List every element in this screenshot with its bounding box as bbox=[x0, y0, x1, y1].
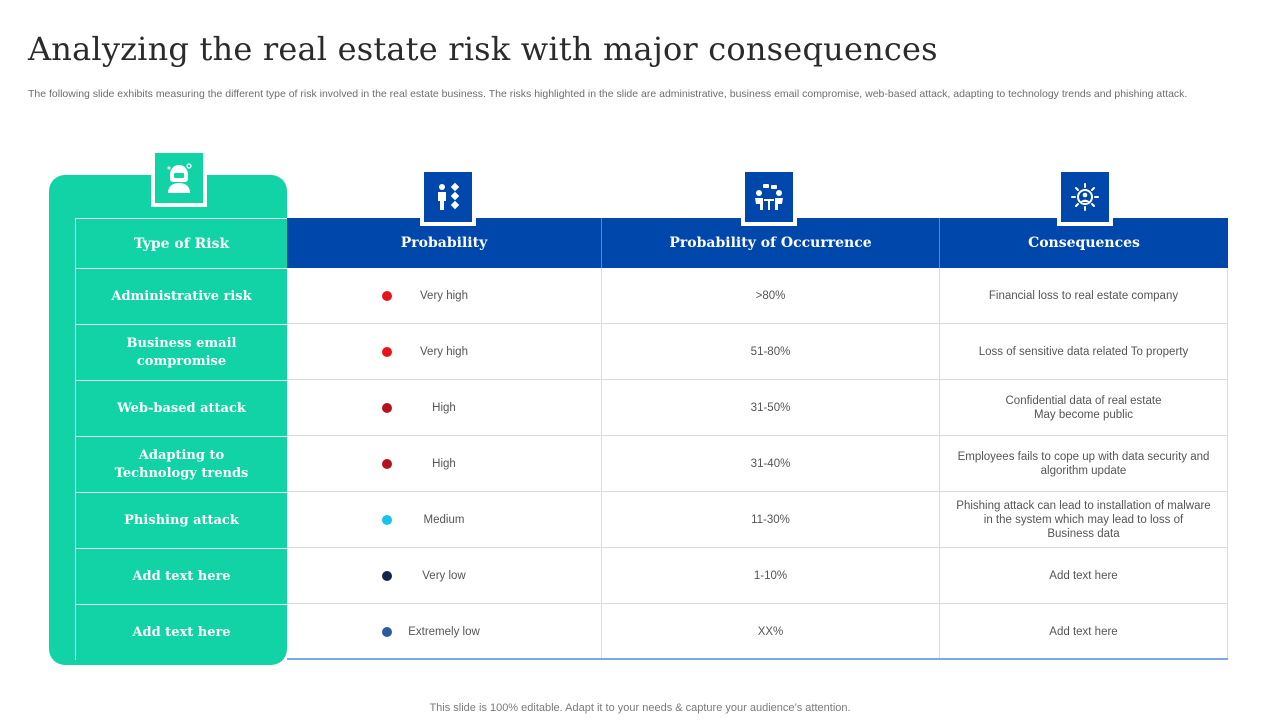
probability-cell: High bbox=[287, 380, 601, 435]
probability-cell: Very high bbox=[287, 268, 601, 323]
risk-label: Business email compromise bbox=[75, 324, 287, 380]
consequences-header: Consequences bbox=[939, 218, 1228, 268]
probability-cell: Very low bbox=[287, 548, 601, 603]
table-row: Medium 11-30% Phishing attack can lead t… bbox=[287, 492, 1228, 548]
probability-value: High bbox=[432, 402, 456, 414]
probability-value: Medium bbox=[423, 514, 465, 526]
probability-cell: Medium bbox=[287, 492, 601, 547]
extremely-low-indicator bbox=[382, 627, 392, 637]
very-high-indicator bbox=[382, 291, 392, 301]
type-of-risk-header: Type of Risk bbox=[75, 218, 287, 268]
page-title: Analyzing the real estate risk with majo… bbox=[28, 30, 938, 68]
risk-type-column: Type of Risk Administrative risk Busines… bbox=[75, 218, 287, 660]
probability-value: High bbox=[432, 458, 456, 470]
table-row: High 31-50% Confidential data of real es… bbox=[287, 380, 1228, 436]
probability-cell: High bbox=[287, 436, 601, 491]
table-row: Very high >80% Financial loss to real es… bbox=[287, 268, 1228, 324]
probability-cell: Very high bbox=[287, 324, 601, 379]
very-high-indicator bbox=[382, 347, 392, 357]
probability-value: Very high bbox=[420, 290, 468, 302]
page-subtitle: The following slide exhibits measuring t… bbox=[28, 88, 1188, 100]
table-header-bar bbox=[287, 218, 1228, 268]
very-low-indicator bbox=[382, 571, 392, 581]
occurrence-value: XX% bbox=[601, 604, 939, 660]
occurrence-value: 11-30% bbox=[601, 492, 939, 547]
consequence-value: Confidential data of real estate May bec… bbox=[939, 380, 1228, 435]
risk-label: Phishing attack bbox=[75, 492, 287, 548]
risk-type-panel bbox=[49, 175, 287, 665]
person-dice-icon bbox=[420, 168, 476, 235]
table-row: Very high 51-80% Loss of sensitive data … bbox=[287, 324, 1228, 380]
consequence-value: Loss of sensitive data related To proper… bbox=[939, 324, 1228, 379]
table-bottom-border bbox=[287, 658, 1228, 660]
high-indicator bbox=[382, 403, 392, 413]
hacker-icon bbox=[151, 149, 207, 216]
risk-label: Web-based attack bbox=[75, 380, 287, 436]
occurrence-header: Probability of Occurrence bbox=[601, 218, 939, 268]
risk-label: Add text here bbox=[75, 604, 287, 660]
probability-header: Probability bbox=[400, 235, 488, 251]
occurrence-value: >80% bbox=[601, 268, 939, 323]
consequence-value: Add text here bbox=[939, 548, 1228, 603]
table-row: High 31-40% Employees fails to cope up w… bbox=[287, 436, 1228, 492]
occurrence-value: 31-40% bbox=[601, 436, 939, 491]
consequence-value: Financial loss to real estate company bbox=[939, 268, 1228, 323]
occurrence-value: 31-50% bbox=[601, 380, 939, 435]
occurrence-value: 51-80% bbox=[601, 324, 939, 379]
table-row: Very low 1-10% Add text here bbox=[287, 548, 1228, 604]
footer-note: This slide is 100% editable. Adapt it to… bbox=[429, 702, 851, 714]
medium-indicator bbox=[382, 515, 392, 525]
probability-value: Very low bbox=[422, 570, 466, 582]
probability-cell: Extremely low bbox=[287, 604, 601, 660]
probability-value: Very high bbox=[420, 346, 468, 358]
occurrence-value: 1-10% bbox=[601, 548, 939, 603]
gear-person-icon bbox=[1057, 168, 1113, 235]
risk-label: Administrative risk bbox=[75, 268, 287, 324]
high-indicator bbox=[382, 459, 392, 469]
probability-value: Extremely low bbox=[408, 626, 480, 638]
consequence-value: Add text here bbox=[939, 604, 1228, 660]
consequence-value: Employees fails to cope up with data sec… bbox=[939, 436, 1228, 491]
consequence-value: Phishing attack can lead to installation… bbox=[939, 492, 1228, 547]
risk-label: Add text here bbox=[75, 548, 287, 604]
meeting-icon bbox=[741, 168, 797, 235]
table-row: Extremely low XX% Add text here bbox=[287, 604, 1228, 660]
risk-label: Adapting to Technology trends bbox=[75, 436, 287, 492]
